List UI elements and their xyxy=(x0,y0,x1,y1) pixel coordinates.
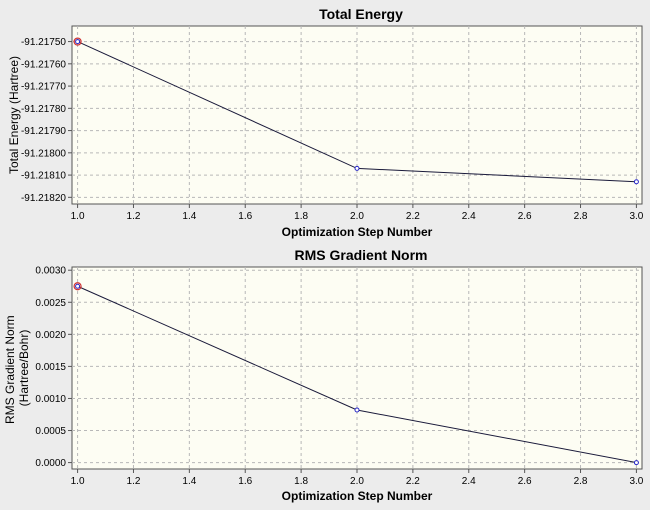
plot-area[interactable] xyxy=(71,25,643,205)
y-tick-label: 0.0005 xyxy=(35,426,66,437)
y-tick-label: -91.21780 xyxy=(21,104,66,115)
x-tick-label: 2.0 xyxy=(350,476,364,487)
x-tick-label: 2.8 xyxy=(574,476,588,487)
data-point[interactable] xyxy=(633,460,639,466)
x-axis-label: Optimization Step Number xyxy=(282,225,433,239)
data-point[interactable] xyxy=(75,39,81,45)
x-tick-label: 1.6 xyxy=(238,476,252,487)
x-axis-label: Optimization Step Number xyxy=(282,489,433,503)
y-tick-label: -91.21760 xyxy=(21,59,66,70)
chart-title: RMS Gradient Norm xyxy=(294,247,427,263)
x-tick-label: 2.0 xyxy=(350,211,364,222)
y-axis-label-line-2: (Hartree/Bohr) xyxy=(17,330,31,407)
x-tick-label: 1.6 xyxy=(238,211,252,222)
x-tick-label: 3.0 xyxy=(629,476,643,487)
x-tick-label: 1.4 xyxy=(182,476,196,487)
data-point[interactable] xyxy=(354,407,360,413)
y-axis-label-line: Total Energy (Hartree) xyxy=(7,56,21,174)
y-axis-label-line-1: RMS Gradient Norm xyxy=(3,315,17,424)
y-tick-label: -91.21810 xyxy=(21,171,66,182)
x-axis-ticks: 1.0 1.2 1.4 1.6 1.8 2.0 2.2 2.4 2.6 2.8 3.0 xyxy=(71,469,644,487)
x-tick-label: 1.2 xyxy=(127,211,141,222)
chart-title: Total Energy xyxy=(319,6,403,22)
x-tick-label: 1.8 xyxy=(294,476,308,487)
y-tick-label: -91.21790 xyxy=(21,126,66,137)
y-axis-label: RMS Gradient Norm (Hartree/Bohr) xyxy=(3,312,31,424)
data-point[interactable] xyxy=(633,179,639,185)
x-tick-label: 2.8 xyxy=(574,211,588,222)
x-tick-label: 1.4 xyxy=(182,211,196,222)
x-tick-label: 3.0 xyxy=(629,211,643,222)
x-tick-label: 1.0 xyxy=(71,211,85,222)
y-tick-label: -91.21800 xyxy=(21,148,66,159)
total-energy-chart[interactable]: Total Energy 1.0 1.2 1.4 1.6 1.8 2.0 2.2 2.4 2.6… xyxy=(7,6,644,239)
x-tick-label: 2.4 xyxy=(462,476,476,487)
x-tick-label: 2.6 xyxy=(518,211,532,222)
data-point[interactable] xyxy=(75,283,81,289)
grid-lines xyxy=(72,26,642,204)
y-tick-label: -91.21770 xyxy=(21,82,66,93)
y-tick-label: 0.0020 xyxy=(35,330,66,341)
y-tick-label: 0.0010 xyxy=(35,394,66,405)
gradient-data-points[interactable] xyxy=(73,282,639,466)
y-tick-label: 0.0015 xyxy=(35,362,66,373)
y-axis-label: Total Energy (Hartree) xyxy=(7,56,21,174)
energy-data-points[interactable] xyxy=(73,37,639,185)
x-tick-label: 1.2 xyxy=(127,476,141,487)
grid-lines xyxy=(72,267,642,469)
y-tick-label: -91.21820 xyxy=(21,193,66,204)
selected-point-marker xyxy=(73,37,82,46)
x-tick-label: 2.6 xyxy=(518,476,532,487)
data-point[interactable] xyxy=(354,165,360,171)
y-tick-label: 0.0025 xyxy=(35,298,66,309)
y-tick-label: 0.0030 xyxy=(35,266,66,277)
y-axis-ticks: -91.21750 -91.21760 -91.21770 -91.21780 -91.… xyxy=(21,37,72,204)
x-tick-label: 2.2 xyxy=(406,211,420,222)
x-tick-label: 1.0 xyxy=(71,476,85,487)
x-tick-label: 2.2 xyxy=(406,476,420,487)
x-axis-ticks: 1.0 1.2 1.4 1.6 1.8 2.0 2.2 2.4 2.6 2.8 3.0 xyxy=(71,204,644,222)
y-tick-label: 0.0000 xyxy=(35,458,66,469)
selected-point-marker xyxy=(73,282,82,291)
x-tick-label: 1.8 xyxy=(294,211,308,222)
x-tick-label: 2.4 xyxy=(462,211,476,222)
y-tick-label: -91.21750 xyxy=(21,37,66,48)
y-axis-ticks: 0.0000 0.0005 0.0010 0.0015 0.0020 0.0025 0.00… xyxy=(35,266,72,469)
rms-gradient-norm-chart[interactable]: RMS Gradient Norm 1.0 1.2 1.4 1.6 1.8 2.0 2.2 2… xyxy=(3,247,644,503)
